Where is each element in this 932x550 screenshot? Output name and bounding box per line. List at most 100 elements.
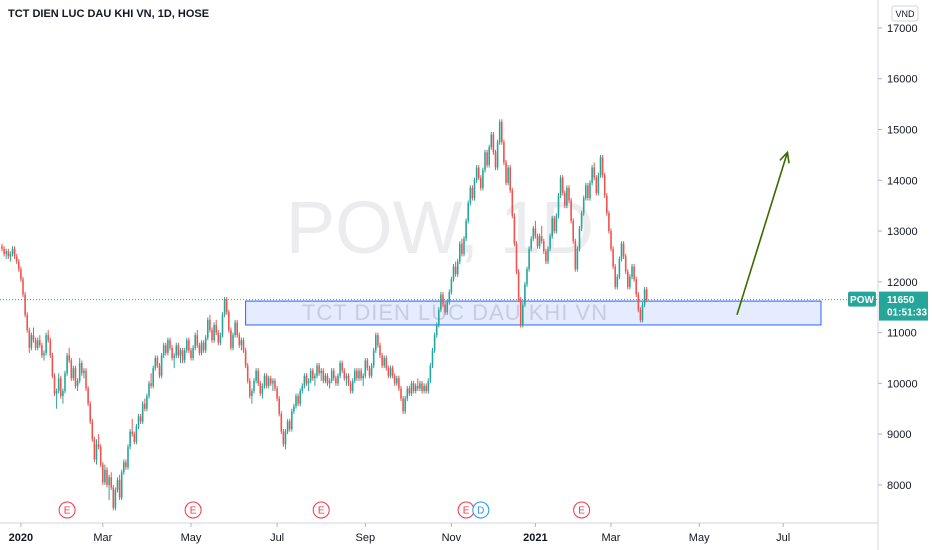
candle: [581, 211, 583, 231]
candle-body: [453, 267, 455, 280]
candle: [606, 193, 608, 216]
candle: [528, 246, 530, 271]
last-price-badge: 1165001:51:33: [879, 292, 928, 321]
candle: [54, 373, 56, 396]
candle-body: [602, 157, 604, 175]
candle-body: [194, 335, 196, 348]
candle-body: [415, 386, 417, 391]
candle-body: [163, 345, 165, 355]
candle-body: [394, 376, 396, 384]
event-marker: E: [458, 502, 474, 518]
candle: [598, 173, 600, 196]
candle-body: [507, 168, 509, 183]
time-tick-label: May: [181, 532, 202, 544]
candle-body: [402, 399, 404, 412]
candle-body: [581, 213, 583, 228]
time-tick-label: 2021: [523, 532, 547, 544]
candle-body: [379, 345, 381, 355]
candle-body: [35, 340, 37, 348]
candle: [587, 183, 589, 201]
candle-body: [528, 249, 530, 269]
candle-body: [575, 241, 577, 269]
candle: [365, 358, 367, 378]
candle-body: [5, 251, 7, 254]
candle-body: [484, 152, 486, 170]
candle-body: [150, 383, 152, 386]
candle: [493, 132, 495, 155]
candle: [102, 462, 104, 485]
candle: [230, 328, 232, 351]
candle-body: [579, 228, 581, 248]
candle: [60, 376, 62, 399]
candle-body: [522, 305, 524, 325]
event-label: E: [190, 506, 197, 517]
candle-body: [335, 378, 337, 383]
candle-body: [608, 213, 610, 231]
time-tick-label: Sep: [356, 532, 376, 544]
candle-body: [409, 388, 411, 393]
candle-body: [533, 228, 535, 238]
candle-body: [375, 335, 377, 350]
time-tick-label: Jul: [776, 532, 790, 544]
candle-body: [593, 168, 595, 178]
candle: [633, 264, 635, 282]
event-marker: E: [574, 502, 590, 518]
price-tick-label: 10000: [887, 378, 918, 390]
candle-body: [144, 404, 146, 409]
candle: [257, 368, 259, 386]
candle-body: [591, 168, 593, 183]
candle-body: [87, 388, 89, 403]
candle-body: [167, 340, 169, 353]
candle: [568, 185, 570, 203]
candle: [562, 175, 564, 195]
candle-body: [631, 267, 633, 277]
time-tick-label: May: [689, 532, 710, 544]
candle: [234, 320, 236, 338]
candle: [402, 396, 404, 414]
candle: [26, 312, 28, 332]
candle-body: [75, 368, 77, 386]
candle-body: [31, 335, 33, 348]
candle-body: [560, 178, 562, 196]
candle: [404, 396, 406, 414]
candle-body: [71, 361, 73, 379]
candle-body: [635, 279, 637, 294]
candle: [291, 409, 293, 432]
candle-body: [136, 427, 138, 442]
candle: [509, 165, 511, 193]
candle: [129, 429, 131, 449]
candle: [127, 444, 129, 469]
candle-body: [386, 358, 388, 368]
candle-body: [392, 368, 394, 376]
candle: [503, 140, 505, 165]
candle: [115, 487, 117, 510]
candle-body: [140, 416, 142, 421]
candle: [50, 338, 52, 358]
candle-body: [102, 465, 104, 483]
candle-body: [488, 147, 490, 165]
candle: [491, 132, 493, 150]
price-tick-label: 13000: [887, 226, 918, 238]
candle-body: [314, 376, 316, 379]
candle: [148, 381, 150, 399]
currency-badge[interactable]: VND: [892, 6, 918, 21]
candle-body: [236, 322, 238, 335]
candle: [438, 307, 440, 327]
candle: [512, 188, 514, 218]
candle-body: [260, 383, 262, 393]
candle: [474, 178, 476, 201]
candle-body: [486, 152, 488, 165]
candle-body: [604, 175, 606, 195]
candle-body: [354, 371, 356, 381]
candle-body: [623, 244, 625, 257]
candle-body: [155, 358, 157, 368]
candle: [488, 145, 490, 168]
candle-body: [247, 366, 249, 381]
candle-body: [467, 203, 469, 221]
candle-body: [62, 391, 64, 396]
candle-body: [304, 376, 306, 386]
candle: [642, 302, 644, 322]
candle-body: [66, 355, 68, 373]
candle-body: [226, 300, 228, 313]
